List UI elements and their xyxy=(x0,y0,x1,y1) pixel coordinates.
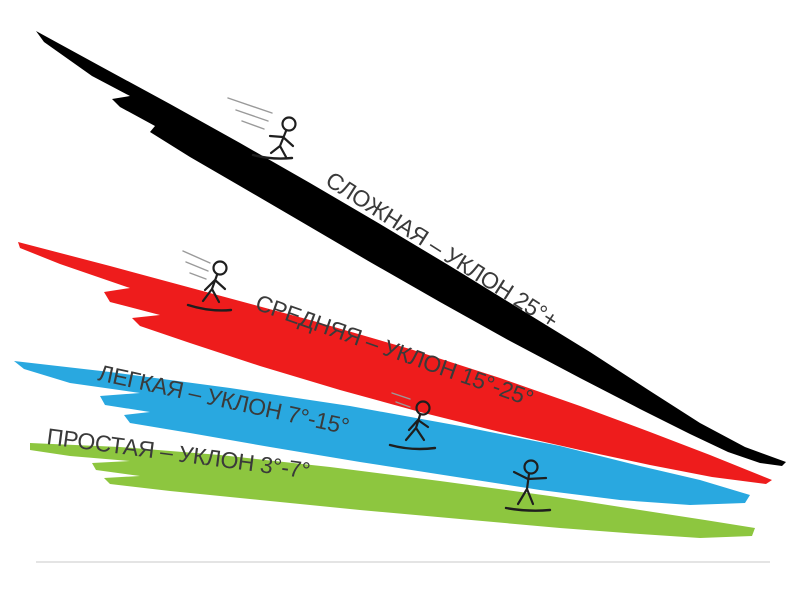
slope-stripe-simple xyxy=(30,443,755,538)
snowboarder-riding-icon xyxy=(388,392,437,451)
snowboarder-riding-icon xyxy=(182,250,233,312)
snowboarder-speeding-icon xyxy=(227,97,297,160)
slope-stripe-medium xyxy=(18,242,772,484)
slope-stripe-hard xyxy=(36,31,786,466)
snowboarder-standing-icon xyxy=(504,459,552,512)
slope-stripe-easy xyxy=(14,361,750,505)
